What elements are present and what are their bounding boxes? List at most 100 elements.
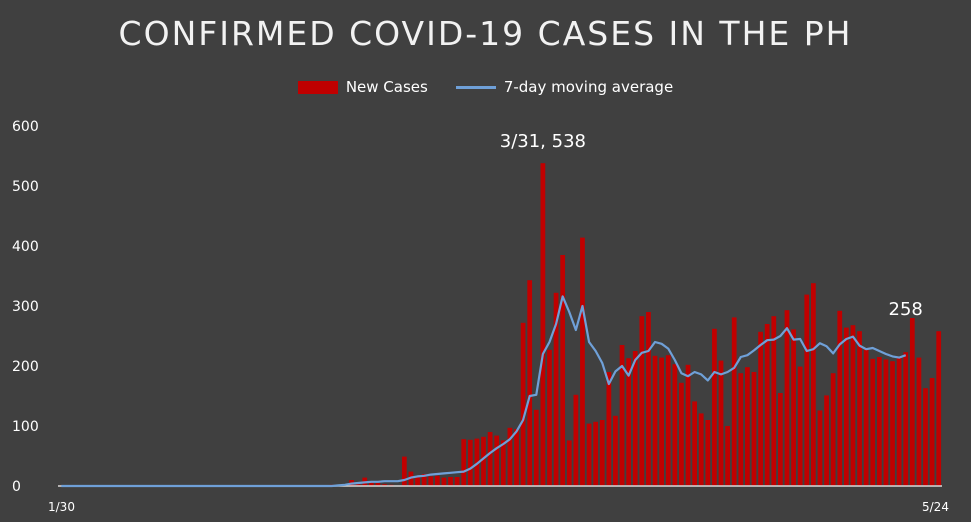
legend-item-new-cases: New Cases bbox=[297, 78, 428, 96]
bar bbox=[639, 316, 645, 486]
bar bbox=[810, 283, 816, 486]
bar bbox=[685, 364, 691, 486]
bar bbox=[461, 439, 467, 486]
bar bbox=[421, 474, 427, 486]
bar bbox=[481, 436, 486, 486]
bar bbox=[705, 420, 711, 486]
bar bbox=[619, 345, 625, 486]
bar bbox=[368, 481, 374, 486]
bar bbox=[494, 435, 500, 486]
bar bbox=[527, 280, 533, 486]
bar bbox=[401, 456, 407, 486]
bar bbox=[679, 382, 684, 486]
bar bbox=[712, 328, 717, 486]
bar bbox=[632, 351, 638, 486]
bar bbox=[725, 426, 730, 486]
x-tick-label-end: 5/24 bbox=[922, 500, 949, 514]
bar bbox=[428, 476, 434, 486]
legend: New Cases 7-day moving average bbox=[0, 78, 971, 96]
bar bbox=[909, 318, 915, 486]
bar bbox=[876, 357, 882, 486]
bar bbox=[454, 477, 460, 486]
bar bbox=[784, 310, 790, 486]
bar bbox=[599, 420, 605, 486]
bar bbox=[408, 471, 414, 486]
bar bbox=[514, 429, 519, 486]
bar bbox=[626, 358, 632, 486]
bar bbox=[804, 294, 810, 486]
bar bbox=[843, 327, 849, 486]
bar bbox=[758, 331, 763, 486]
bar bbox=[613, 415, 618, 486]
bar bbox=[923, 388, 928, 486]
bar bbox=[375, 483, 381, 486]
bar bbox=[593, 421, 599, 486]
bar bbox=[929, 378, 935, 486]
bar bbox=[580, 237, 585, 486]
bar bbox=[731, 317, 737, 486]
bar bbox=[533, 409, 539, 486]
legend-label-moving-average: 7-day moving average bbox=[503, 78, 674, 96]
bar bbox=[890, 361, 895, 486]
y-tick-label: 300 bbox=[12, 299, 39, 315]
annotation-label: 258 bbox=[889, 299, 923, 320]
legend-item-moving-average: 7-day moving average bbox=[455, 78, 674, 96]
bar bbox=[692, 401, 697, 486]
bar bbox=[520, 322, 526, 486]
bar bbox=[718, 360, 724, 486]
y-tick-label: 200 bbox=[12, 359, 39, 375]
bar bbox=[745, 367, 750, 486]
bar bbox=[791, 329, 796, 486]
bar bbox=[837, 310, 843, 486]
bar bbox=[850, 325, 856, 486]
bar bbox=[659, 357, 664, 486]
moving-average-line bbox=[61, 295, 907, 488]
bar bbox=[863, 348, 869, 486]
bar bbox=[665, 355, 671, 486]
bar bbox=[434, 475, 440, 486]
bar bbox=[672, 364, 678, 486]
bar bbox=[751, 372, 757, 486]
bar bbox=[382, 484, 387, 486]
bar bbox=[771, 316, 777, 486]
bar bbox=[738, 373, 744, 486]
legend-label-new-cases: New Cases bbox=[345, 78, 428, 96]
bar bbox=[797, 366, 803, 486]
bar bbox=[560, 255, 566, 486]
bar bbox=[586, 423, 592, 486]
bar bbox=[903, 352, 909, 486]
bar bbox=[857, 331, 862, 486]
bar bbox=[824, 395, 829, 486]
bar bbox=[441, 477, 447, 486]
bar bbox=[778, 393, 783, 486]
chart-title: CONFIRMED COVID-19 CASES IN THE PH bbox=[118, 14, 853, 53]
legend-swatch-bars bbox=[297, 80, 338, 94]
bar bbox=[474, 438, 480, 486]
y-tick-label: 500 bbox=[12, 179, 39, 195]
bar bbox=[698, 413, 704, 486]
y-tick-label: 100 bbox=[12, 419, 39, 435]
bar bbox=[487, 432, 493, 486]
bar bbox=[573, 394, 579, 486]
bar bbox=[553, 292, 559, 486]
bar bbox=[817, 410, 823, 486]
bar bbox=[507, 427, 513, 486]
bar bbox=[540, 163, 546, 486]
bar bbox=[896, 357, 902, 486]
x-tick-label-start: 1/30 bbox=[48, 500, 75, 514]
y-tick-label: 600 bbox=[12, 119, 39, 135]
bar bbox=[870, 358, 876, 486]
bar bbox=[355, 484, 361, 486]
bar bbox=[830, 373, 836, 486]
bar bbox=[448, 477, 453, 486]
bar bbox=[566, 440, 572, 486]
bar bbox=[467, 439, 473, 486]
bar bbox=[646, 312, 651, 486]
bar bbox=[652, 355, 658, 486]
bar bbox=[547, 349, 552, 486]
bar bbox=[500, 440, 506, 486]
annotation-label: 3/31, 538 bbox=[500, 131, 586, 152]
bar bbox=[764, 324, 770, 486]
